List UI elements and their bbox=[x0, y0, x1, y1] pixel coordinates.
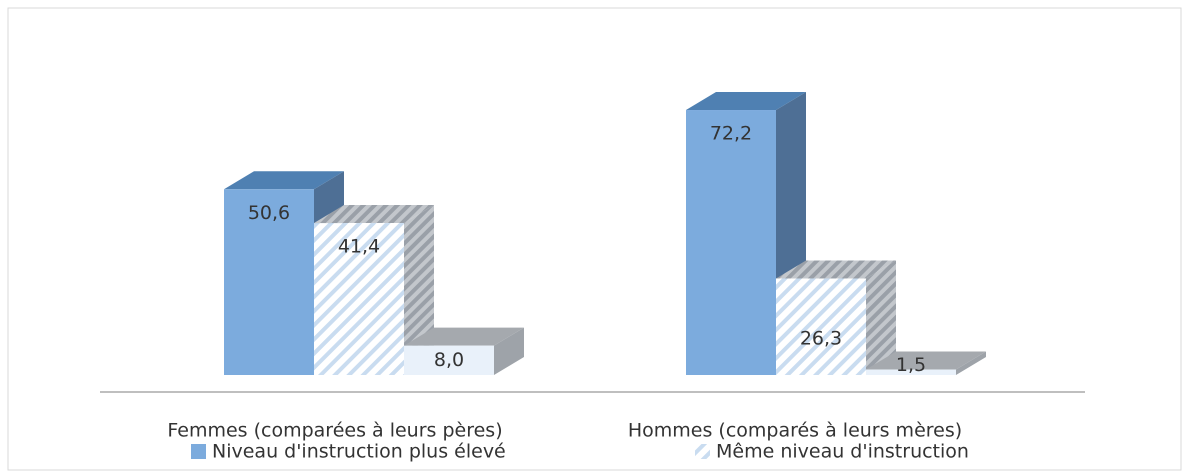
bar bbox=[224, 189, 314, 375]
bar-top bbox=[776, 260, 896, 279]
bar-side bbox=[494, 327, 524, 375]
legend-swatch bbox=[191, 444, 206, 459]
bar-side bbox=[956, 351, 986, 375]
legend-label: Niveau d'instruction plus élevé bbox=[212, 441, 506, 463]
x-tick-label: Femmes (comparées à leurs pères) bbox=[167, 420, 502, 442]
legend-label: Même niveau d'instruction bbox=[716, 441, 969, 463]
bar bbox=[314, 223, 404, 375]
bar-top bbox=[314, 205, 434, 224]
chart-frame bbox=[7, 7, 1182, 471]
bar bbox=[776, 278, 866, 375]
value-label: 1,5 bbox=[896, 354, 926, 376]
value-label: 8,0 bbox=[434, 349, 464, 371]
bar-side bbox=[866, 260, 896, 375]
legend-swatch bbox=[695, 444, 710, 459]
bar-top bbox=[224, 171, 344, 190]
bar-top bbox=[866, 351, 986, 370]
value-label: 26,3 bbox=[800, 328, 842, 350]
bar-top bbox=[686, 92, 806, 111]
bar-top bbox=[404, 327, 524, 346]
bar bbox=[866, 369, 956, 375]
value-label: 41,4 bbox=[338, 236, 380, 258]
value-label: 72,2 bbox=[710, 123, 752, 145]
value-label: 50,6 bbox=[248, 202, 290, 224]
bar bbox=[404, 345, 494, 375]
bar bbox=[686, 110, 776, 375]
x-tick-label: Hommes (comparés à leurs mères) bbox=[628, 420, 962, 442]
